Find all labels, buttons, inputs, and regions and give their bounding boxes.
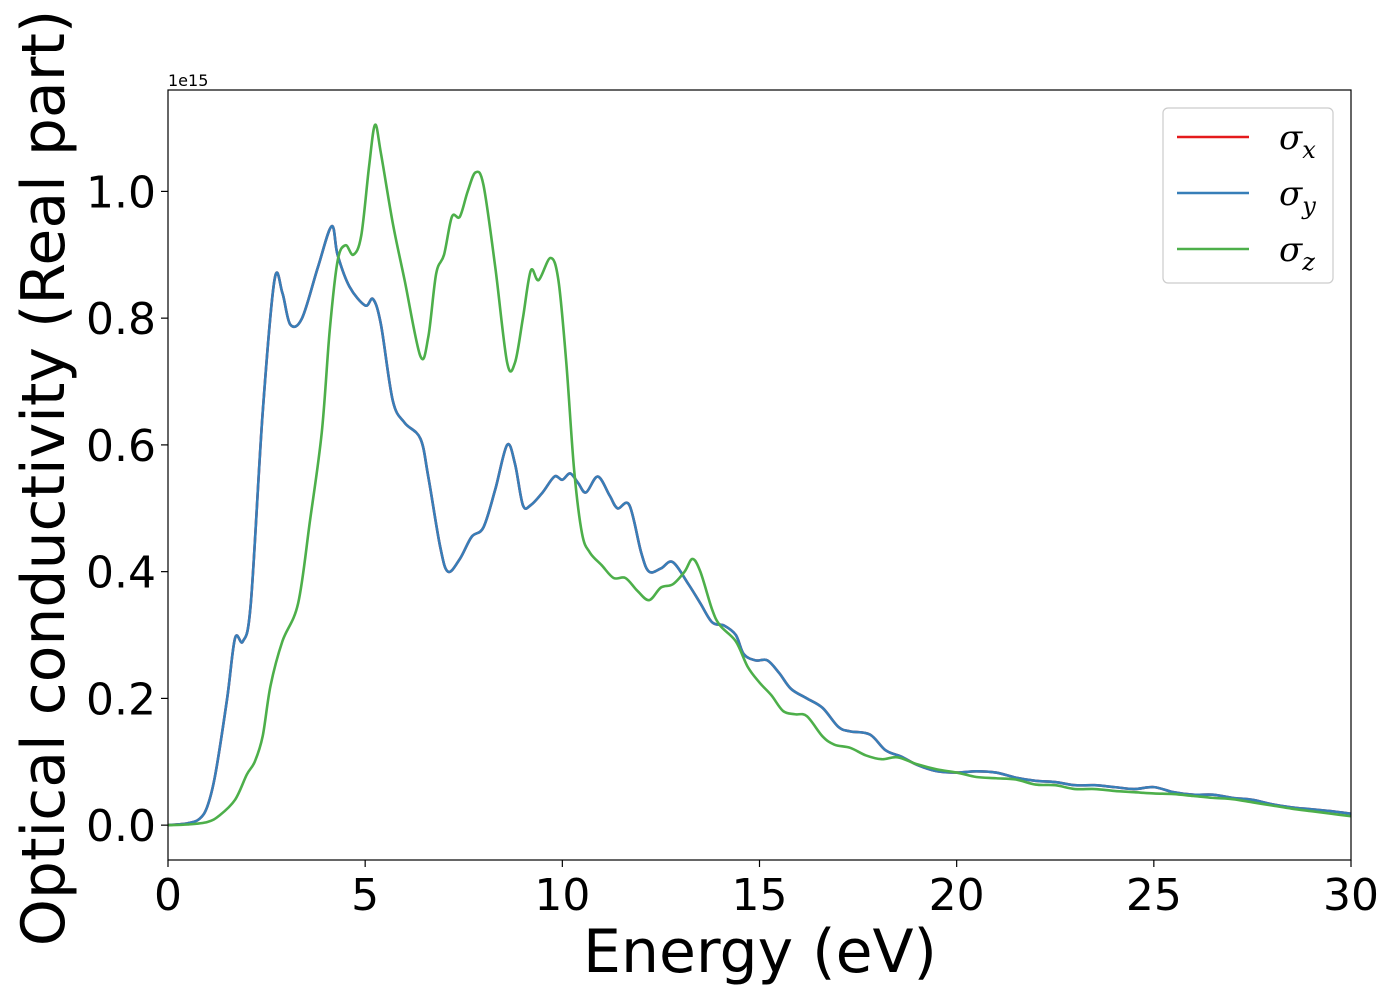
- series-line-x: [168, 224, 1351, 827]
- y-tick-label: 1.0: [86, 167, 156, 218]
- y-tick-label: 0.2: [86, 674, 156, 725]
- x-tick-label: 15: [732, 870, 788, 921]
- x-tick-label: 30: [1323, 870, 1379, 921]
- x-tick-label: 5: [351, 870, 379, 921]
- legend-label-z: σz: [1279, 230, 1315, 276]
- series-layer: [168, 123, 1351, 827]
- y-axis-title: Optical conductivity (Real part): [9, 10, 79, 947]
- x-tick-label: 25: [1126, 870, 1182, 921]
- x-axis: 0 5 10 15 20 25 30: [154, 860, 1379, 921]
- y-offset-text: 1e15: [168, 71, 208, 90]
- x-tick-label: 0: [154, 870, 182, 921]
- x-axis-title: Energy (eV): [583, 917, 937, 987]
- y-tick-label: 0.4: [86, 548, 156, 599]
- y-tick-label: 0.8: [86, 294, 156, 345]
- y-tick-label: 0.6: [86, 421, 156, 472]
- legend-label-y: σy: [1279, 174, 1316, 220]
- series-line-z: [168, 123, 1351, 827]
- x-tick-label: 20: [929, 870, 985, 921]
- legend-box: [1162, 107, 1334, 284]
- x-tick-label: 10: [534, 870, 590, 921]
- y-tick-label: 0.0: [86, 801, 156, 852]
- series-line-y: [168, 224, 1351, 827]
- y-axis: 0.0 0.2 0.4 0.6 0.8 1.0: [86, 167, 168, 852]
- legend: σx σy σz: [1162, 107, 1334, 284]
- legend-label-x: σx: [1279, 118, 1316, 164]
